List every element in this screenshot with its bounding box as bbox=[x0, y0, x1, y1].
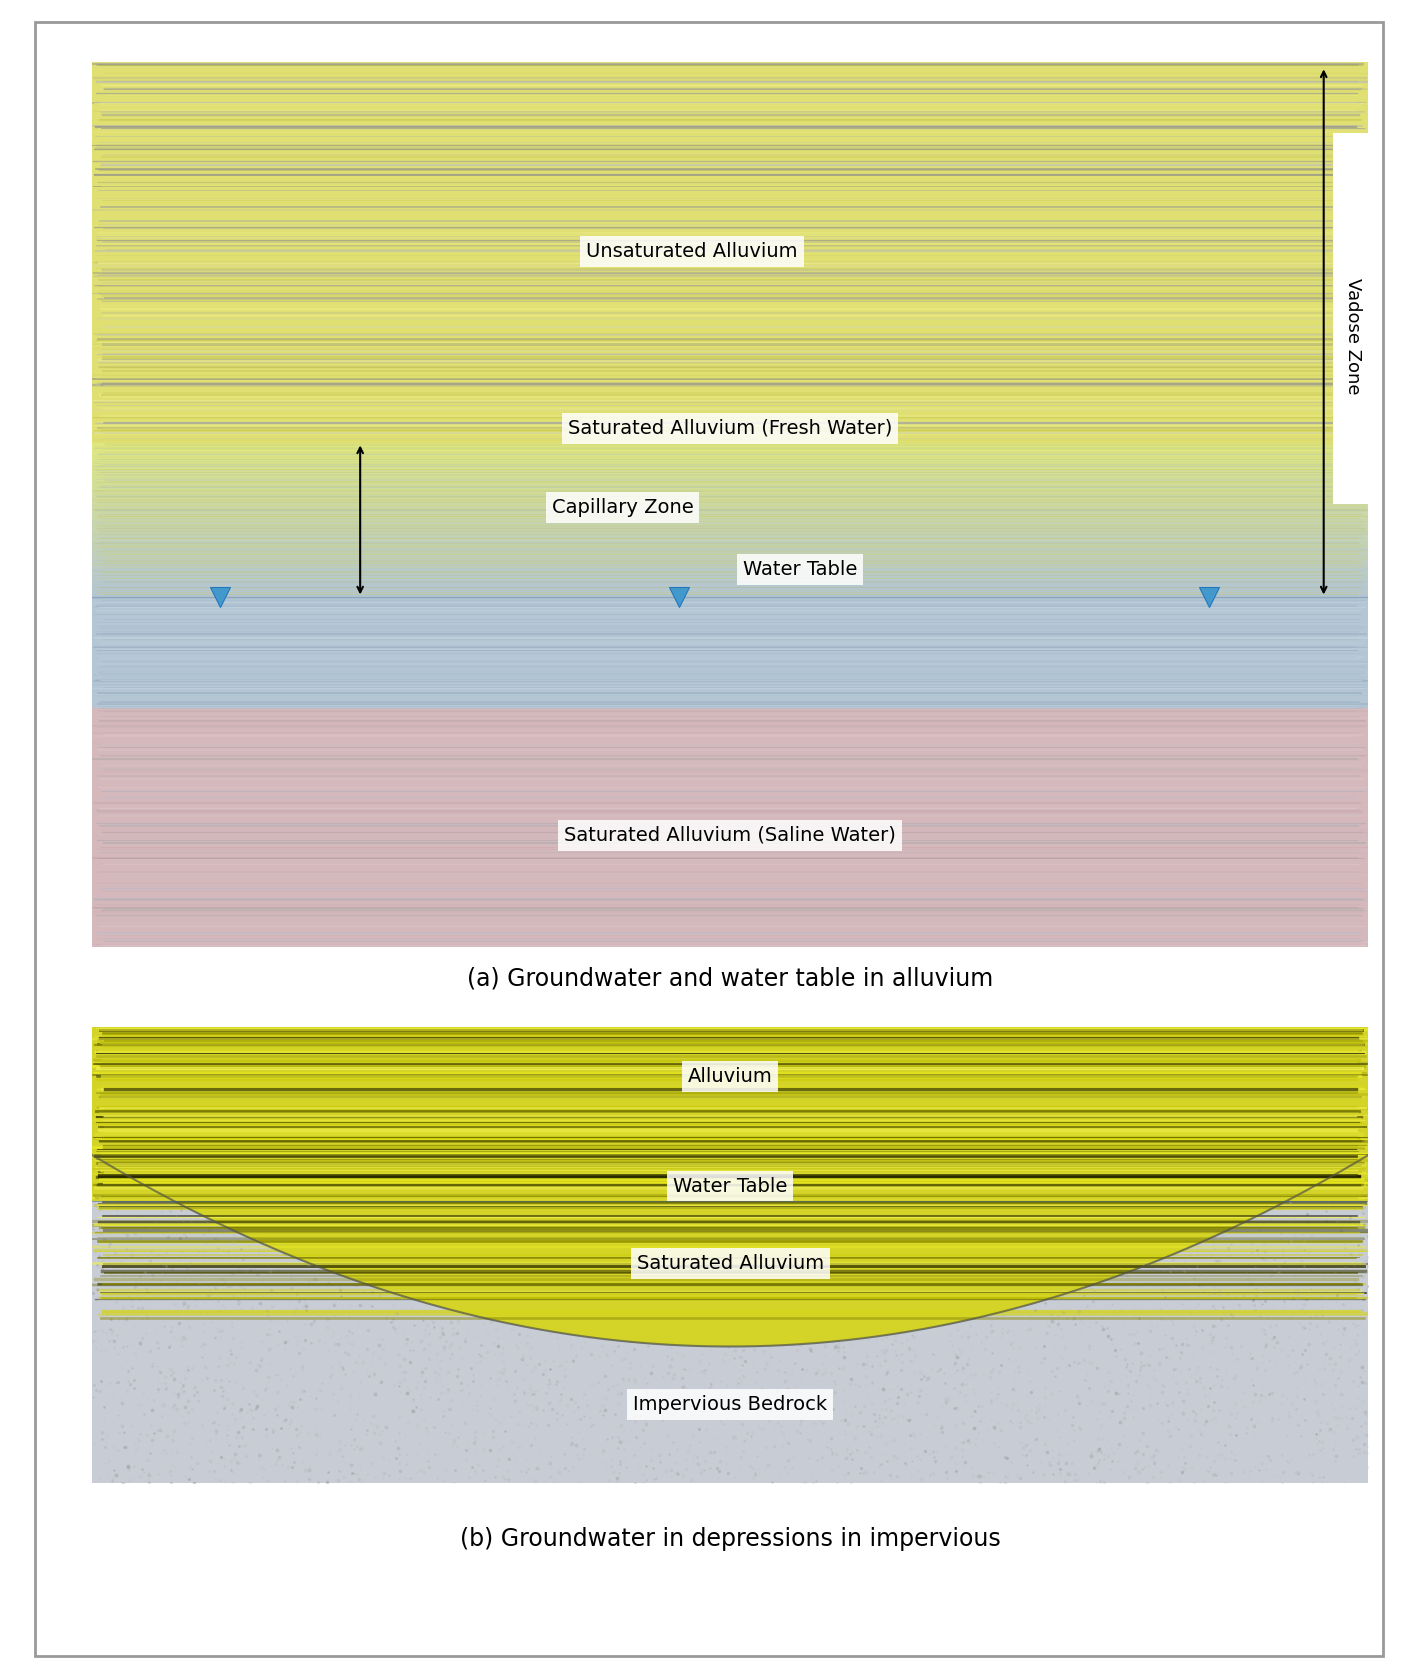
Bar bbox=[92, 558, 1368, 561]
Bar bbox=[92, 590, 1368, 592]
Bar bbox=[92, 1027, 1368, 1200]
Text: Water Table: Water Table bbox=[743, 560, 858, 580]
Bar bbox=[92, 582, 1368, 585]
Bar bbox=[92, 575, 1368, 577]
Bar bbox=[92, 597, 1368, 707]
Bar bbox=[92, 585, 1368, 587]
Bar bbox=[92, 553, 1368, 556]
Bar bbox=[92, 592, 1368, 595]
Bar bbox=[92, 474, 1368, 476]
Bar bbox=[92, 479, 1368, 481]
Bar bbox=[92, 491, 1368, 494]
Bar bbox=[92, 484, 1368, 486]
Bar bbox=[92, 546, 1368, 548]
Bar bbox=[92, 577, 1368, 580]
Bar bbox=[92, 707, 1368, 947]
Bar bbox=[92, 535, 1368, 538]
Bar bbox=[92, 62, 1368, 442]
Text: Capillary Zone: Capillary Zone bbox=[552, 498, 693, 518]
Bar bbox=[92, 520, 1368, 523]
Text: Unsaturated Alluvium: Unsaturated Alluvium bbox=[586, 241, 798, 261]
Bar bbox=[92, 523, 1368, 525]
Bar bbox=[92, 466, 1368, 468]
Bar bbox=[92, 566, 1368, 570]
Bar bbox=[92, 508, 1368, 510]
Bar bbox=[92, 530, 1368, 533]
Bar bbox=[92, 510, 1368, 513]
Text: Alluvium: Alluvium bbox=[688, 1068, 773, 1086]
Bar bbox=[92, 442, 1368, 446]
Bar bbox=[92, 525, 1368, 528]
Bar bbox=[92, 451, 1368, 453]
Text: Saturated Alluvium (Saline Water): Saturated Alluvium (Saline Water) bbox=[564, 826, 896, 845]
Polygon shape bbox=[92, 1027, 1368, 1200]
Bar bbox=[92, 528, 1368, 530]
Bar bbox=[92, 563, 1368, 566]
Bar bbox=[92, 515, 1368, 518]
Bar bbox=[92, 494, 1368, 496]
Text: Vadose Zone: Vadose Zone bbox=[1344, 278, 1363, 394]
Bar bbox=[92, 518, 1368, 520]
Bar bbox=[92, 501, 1368, 504]
Bar bbox=[92, 513, 1368, 515]
Bar bbox=[92, 456, 1368, 458]
Bar bbox=[92, 481, 1368, 484]
Bar bbox=[92, 453, 1368, 456]
Bar bbox=[92, 580, 1368, 582]
Bar bbox=[92, 496, 1368, 499]
Polygon shape bbox=[92, 1027, 1368, 1346]
Bar bbox=[92, 556, 1368, 558]
Text: Saturated Alluvium (Fresh Water): Saturated Alluvium (Fresh Water) bbox=[569, 419, 892, 437]
Bar bbox=[92, 499, 1368, 501]
Bar bbox=[92, 446, 1368, 447]
Bar bbox=[92, 561, 1368, 563]
Bar bbox=[92, 543, 1368, 546]
Text: (b) Groundwater in depressions in impervious: (b) Groundwater in depressions in imperv… bbox=[459, 1527, 1001, 1550]
Text: Impervious Bedrock: Impervious Bedrock bbox=[634, 1396, 827, 1415]
Bar bbox=[92, 471, 1368, 474]
Bar bbox=[92, 533, 1368, 535]
Bar bbox=[92, 468, 1368, 471]
Bar bbox=[1333, 132, 1368, 504]
Bar bbox=[92, 587, 1368, 590]
Bar bbox=[92, 504, 1368, 508]
Bar bbox=[92, 595, 1368, 597]
Bar bbox=[92, 489, 1368, 491]
Text: Water Table: Water Table bbox=[674, 1177, 787, 1195]
Bar bbox=[92, 458, 1368, 461]
Bar bbox=[92, 476, 1368, 479]
Bar bbox=[92, 551, 1368, 553]
Bar bbox=[92, 538, 1368, 541]
Bar bbox=[92, 486, 1368, 489]
Bar bbox=[92, 447, 1368, 451]
Bar bbox=[92, 548, 1368, 551]
Bar bbox=[92, 568, 1368, 572]
Bar bbox=[92, 541, 1368, 543]
Polygon shape bbox=[174, 1200, 1286, 1346]
Bar bbox=[92, 461, 1368, 463]
Bar bbox=[92, 572, 1368, 575]
Text: (a) Groundwater and water table in alluvium: (a) Groundwater and water table in alluv… bbox=[467, 967, 994, 991]
Bar bbox=[92, 463, 1368, 466]
Text: Saturated Alluvium: Saturated Alluvium bbox=[637, 1254, 824, 1274]
